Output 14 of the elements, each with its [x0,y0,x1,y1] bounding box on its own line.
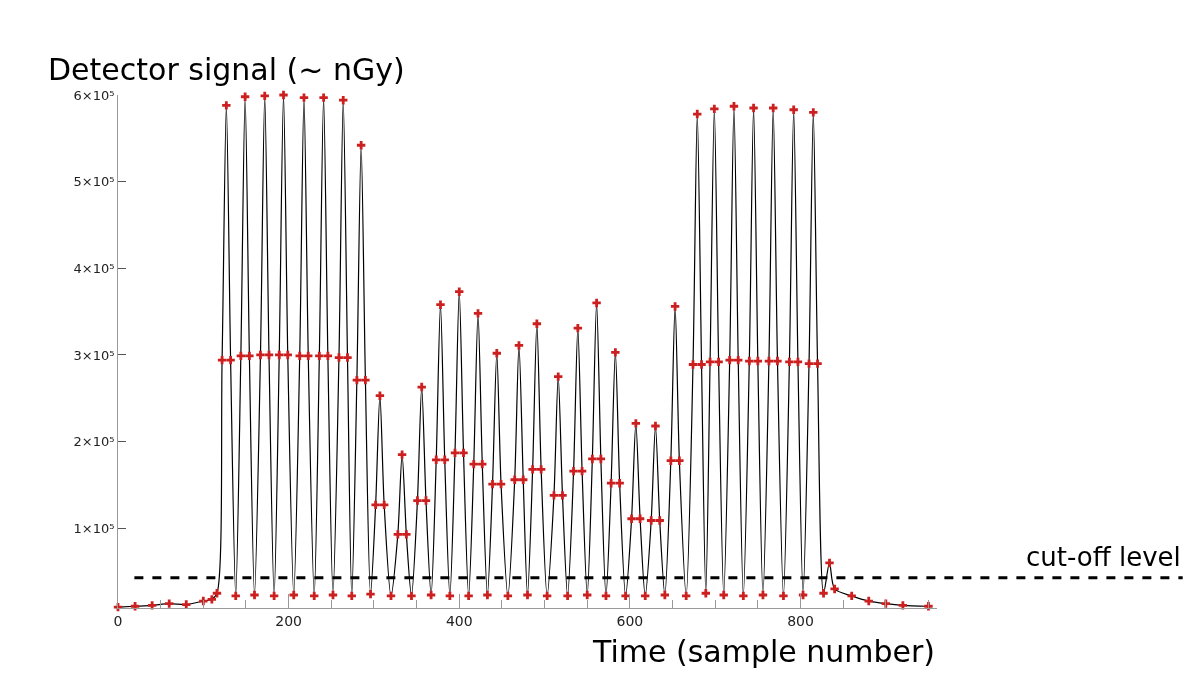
y-tick-label: 4×10⁵ [73,260,115,276]
y-tick-label: 6×10⁵ [73,87,115,103]
x-tick-label: 200 [275,612,302,629]
x-tick-label: 400 [445,612,473,629]
y-tick-label: 3×10⁵ [73,347,115,363]
y-axis-title: Detector signal (~ nGy) [48,52,405,87]
x-tick-label: 800 [787,612,814,629]
x-tick-label: 0 [113,612,123,629]
x-tick-label: 600 [616,612,644,629]
y-tick-label: 5×10⁵ [73,174,115,190]
x-axis-title: Time (sample number) [592,634,936,669]
y-tick-label: 1×10⁵ [73,520,115,536]
y-tick-label: 2×10⁵ [73,434,115,450]
ref-line-label: cut-off level [1026,542,1181,572]
